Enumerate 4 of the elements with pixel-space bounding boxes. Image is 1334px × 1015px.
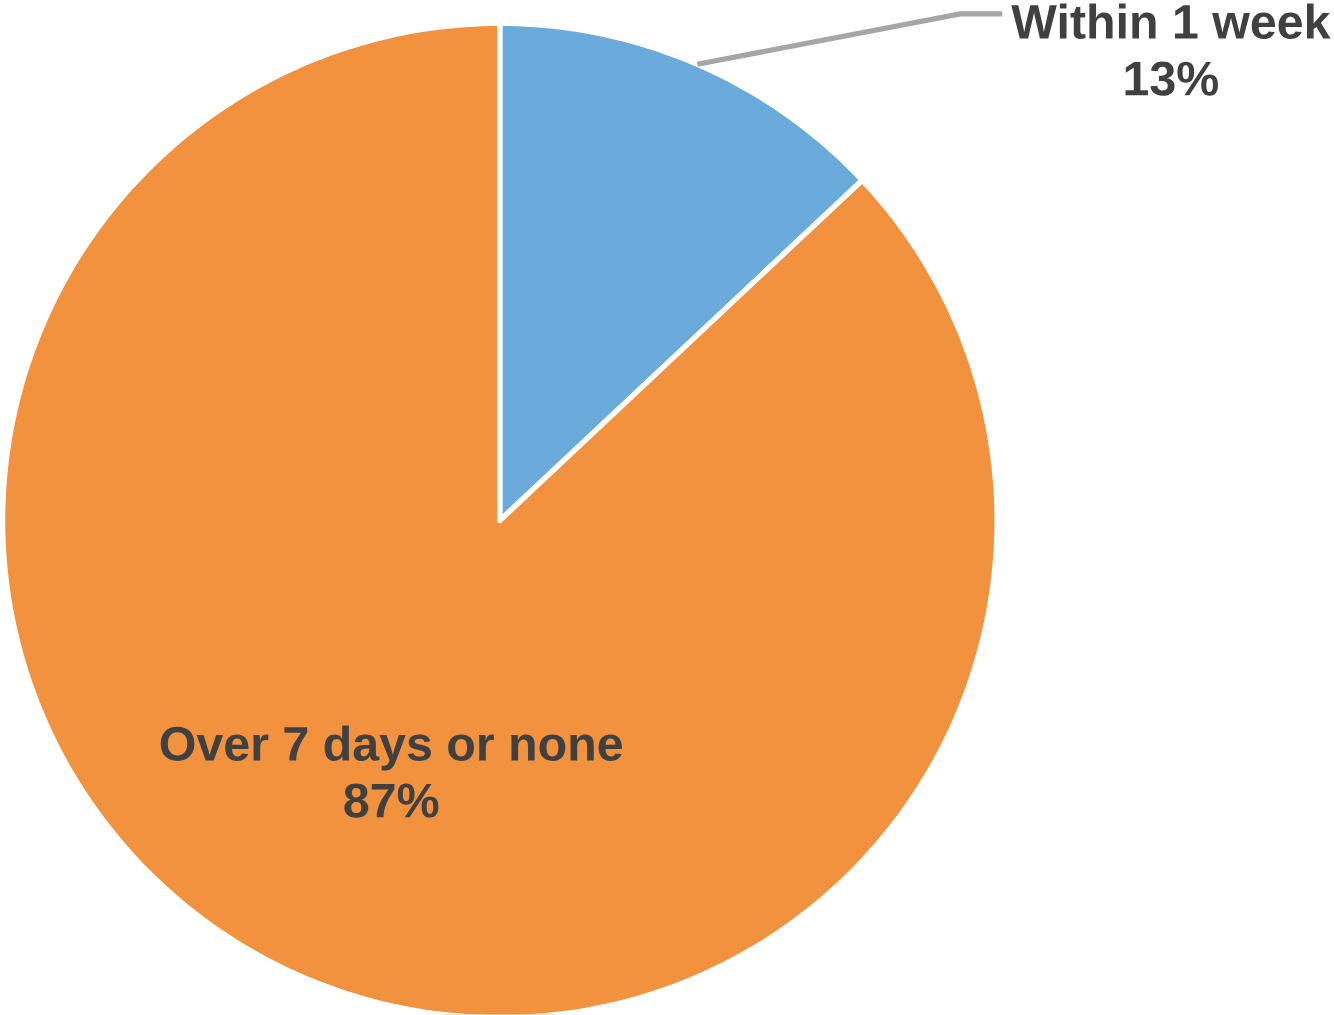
slice-label: Over 7 days or none	[160, 725, 622, 771]
data-label: 13%	[1125, 61, 1218, 97]
slice-label: Within 1 week	[1011, 3, 1331, 40]
data-label: 87%	[344, 783, 439, 818]
